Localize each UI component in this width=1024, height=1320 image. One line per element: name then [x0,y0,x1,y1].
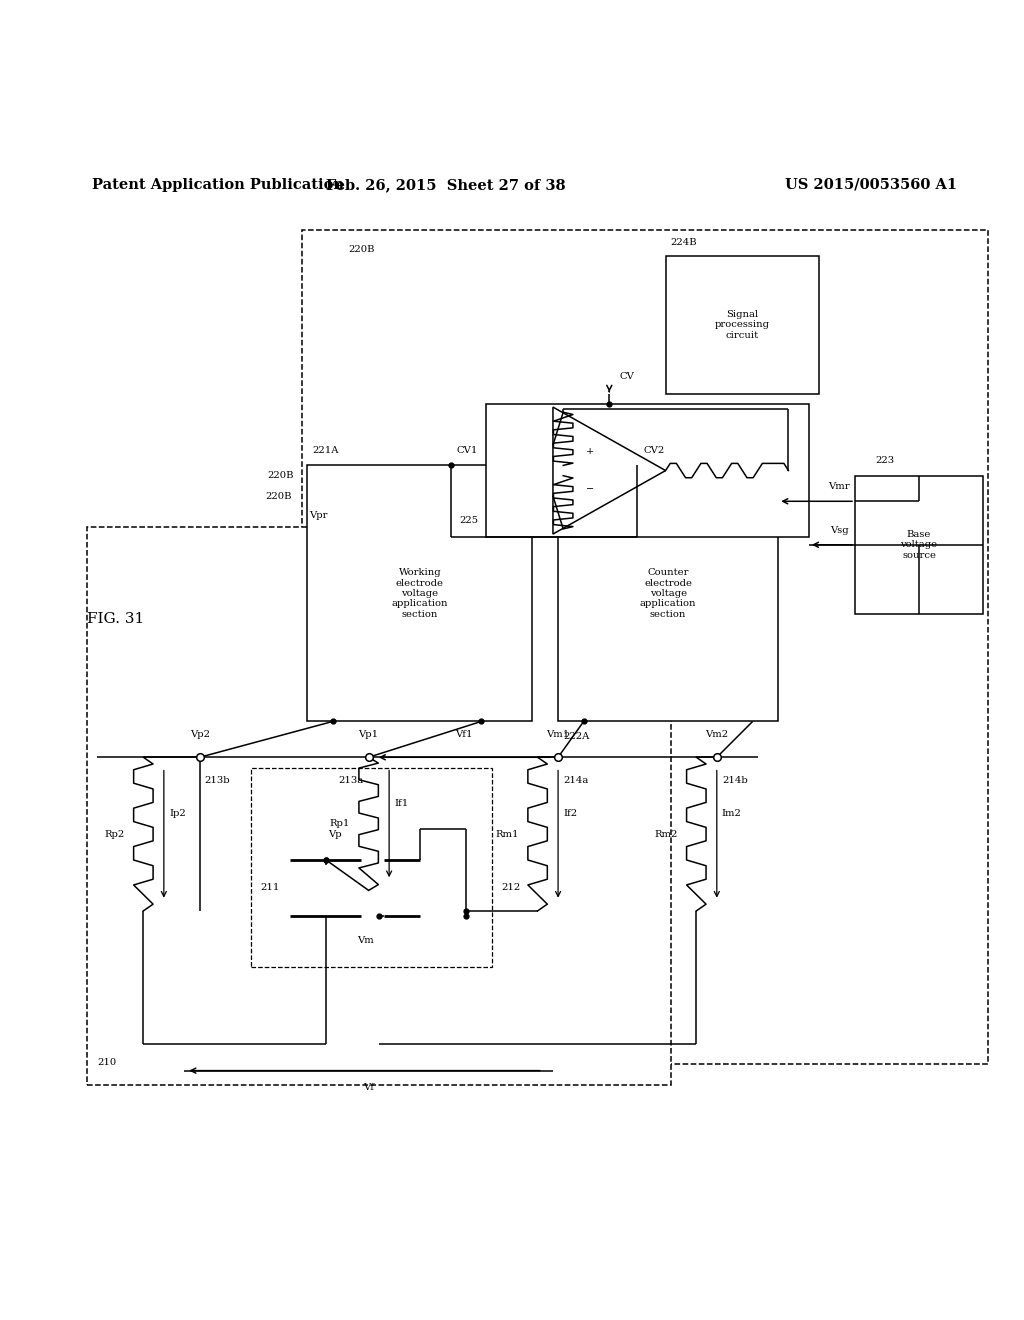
Text: −: − [586,486,594,494]
Text: Rm1: Rm1 [496,829,519,838]
Text: Im2: Im2 [722,809,741,818]
Text: 225: 225 [459,516,478,525]
Text: Base
voltage
source: Base voltage source [900,529,938,560]
Text: Vm2: Vm2 [706,730,728,739]
Text: 221A: 221A [312,446,339,455]
Text: Vf1: Vf1 [455,730,472,739]
Text: 213b: 213b [205,776,230,784]
Bar [855,475,983,614]
Text: 214b: 214b [722,776,748,784]
Text: US 2015/0053560 A1: US 2015/0053560 A1 [785,178,957,191]
Text: FIG. 31: FIG. 31 [87,612,144,626]
Text: Rp1: Rp1 [330,820,350,829]
Text: 220B: 220B [348,246,375,255]
Bar [302,230,988,1064]
Text: Vm: Vm [357,936,374,945]
Text: 212: 212 [502,883,521,892]
Text: Vm1: Vm1 [547,730,569,739]
Text: 223: 223 [876,457,895,466]
Text: Vp2: Vp2 [189,730,210,739]
Text: Vp1: Vp1 [358,730,379,739]
Text: 214a: 214a [563,776,589,784]
Text: Signal
processing
circuit: Signal processing circuit [715,310,770,339]
Text: If1: If1 [394,799,409,808]
Text: 210: 210 [97,1057,117,1067]
Text: CV2: CV2 [644,446,665,455]
Text: 213a: 213a [338,776,364,784]
Text: Ip2: Ip2 [169,809,185,818]
Text: Vf: Vf [364,1082,374,1092]
Text: +: + [586,447,594,455]
Bar [666,256,819,393]
Text: Counter
electrode
voltage
application
section: Counter electrode voltage application se… [640,568,696,619]
Text: Patent Application Publication: Patent Application Publication [92,178,344,191]
Text: Working
electrode
voltage
application
section: Working electrode voltage application se… [391,568,449,619]
Text: Vsg: Vsg [830,525,849,535]
Text: CV: CV [620,372,635,381]
Bar [251,767,492,968]
Bar [486,404,809,537]
Text: 211: 211 [260,883,280,892]
Text: CV1: CV1 [457,446,478,455]
Text: 222A: 222A [563,731,590,741]
Text: Feb. 26, 2015  Sheet 27 of 38: Feb. 26, 2015 Sheet 27 of 38 [326,178,565,191]
Text: Vpr: Vpr [309,511,328,520]
Text: If2: If2 [563,809,578,818]
Text: Rm2: Rm2 [654,829,678,838]
Bar [558,466,778,722]
Bar [87,527,671,1085]
Text: 224B: 224B [671,239,697,247]
Bar [307,466,532,722]
Text: Rp2: Rp2 [104,829,125,838]
Text: Vmr: Vmr [828,482,850,491]
Text: 220B: 220B [267,471,294,480]
Text: Vp: Vp [328,830,341,840]
Text: 220B: 220B [265,491,292,500]
